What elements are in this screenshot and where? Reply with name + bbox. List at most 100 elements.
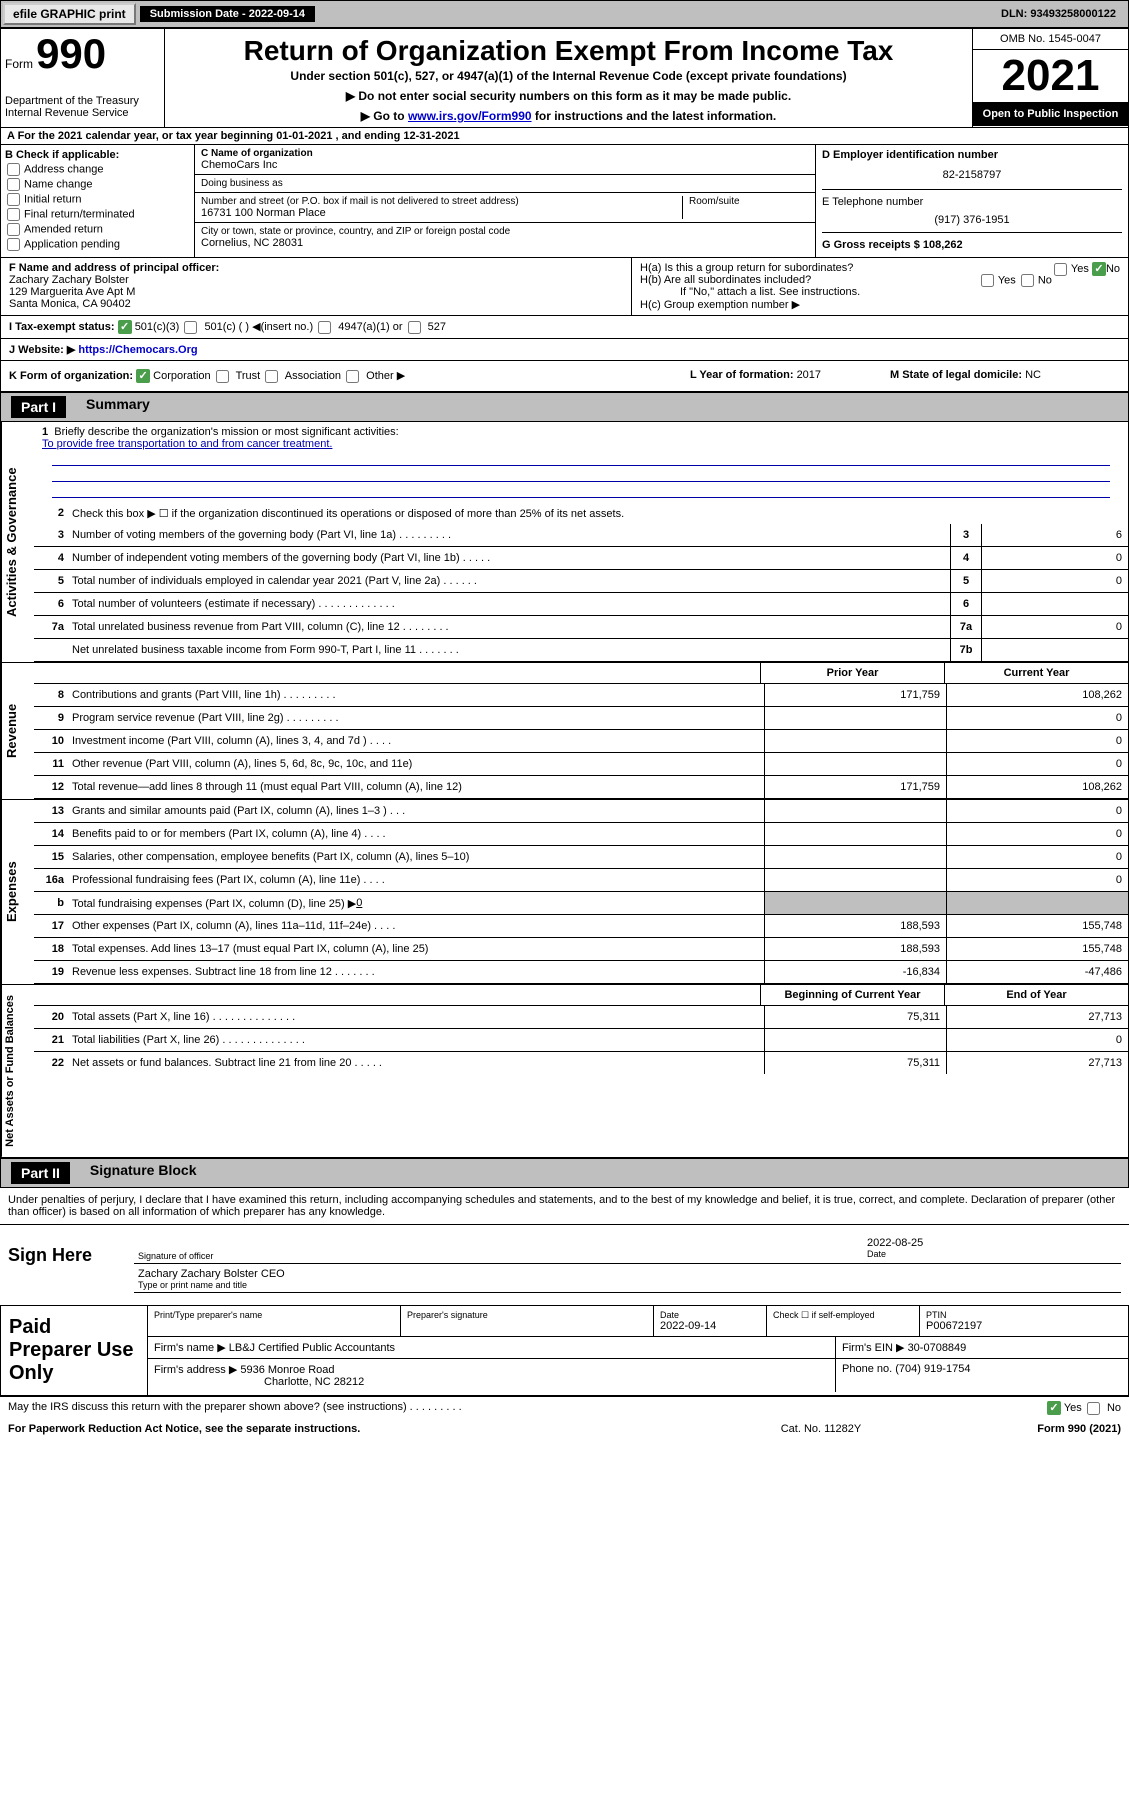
officer-name: Zachary Zachary Bolster: [9, 274, 623, 286]
hb-yes[interactable]: [981, 274, 994, 287]
line1-desc: Briefly describe the organization's miss…: [54, 426, 398, 438]
cb-addr-change[interactable]: Address change: [5, 163, 190, 176]
part1-title: Summary: [66, 396, 150, 418]
side-revenue: Revenue: [1, 663, 34, 799]
revenue-section: Revenue Prior YearCurrent Year 8Contribu…: [0, 663, 1129, 800]
dln: DLN: 93493258000122: [1001, 8, 1126, 20]
line12-desc: Total revenue—add lines 8 through 11 (mu…: [68, 776, 764, 798]
line17-desc: Other expenses (Part IX, column (A), lin…: [68, 915, 764, 937]
line16b-desc: Total fundraising expenses (Part IX, col…: [68, 892, 764, 914]
part2-badge: Part II: [11, 1162, 70, 1184]
header-title-block: Return of Organization Exempt From Incom…: [165, 29, 972, 127]
city-cell: City or town, state or province, country…: [195, 223, 815, 252]
line9-desc: Program service revenue (Part VIII, line…: [68, 707, 764, 729]
line6-desc: Total number of volunteers (estimate if …: [68, 596, 950, 612]
line7b-val: [981, 639, 1128, 661]
ha-yes[interactable]: [1054, 263, 1067, 276]
discuss-yes-checked: ✓: [1047, 1401, 1061, 1415]
activities-section: Activities & Governance 1 Briefly descri…: [0, 422, 1129, 663]
line21-desc: Total liabilities (Part X, line 26) . . …: [68, 1029, 764, 1051]
line14-desc: Benefits paid to or for members (Part IX…: [68, 823, 764, 845]
row-a-tax-year: A For the 2021 calendar year, or tax yea…: [0, 128, 1129, 145]
mission-blank-2: [52, 466, 1110, 482]
other-cb[interactable]: [346, 370, 359, 383]
ptin: P00672197: [926, 1320, 1122, 1332]
paid-preparer-label: Paid Preparer Use Only: [1, 1306, 148, 1395]
form-prefix: Form: [5, 57, 33, 71]
perjury-text: Under penalties of perjury, I declare th…: [0, 1188, 1129, 1224]
line2-desc: Check this box ▶ ☐ if the organization d…: [68, 505, 1128, 522]
self-employed-check[interactable]: Check ☐ if self-employed: [773, 1310, 913, 1321]
line11-desc: Other revenue (Part VIII, column (A), li…: [68, 753, 764, 775]
line10-current: 0: [946, 730, 1128, 752]
website-link[interactable]: https://Chemocars.Org: [78, 344, 197, 356]
assoc-cb[interactable]: [265, 370, 278, 383]
line15-current: 0: [946, 846, 1128, 868]
begin-year-header: Beginning of Current Year: [760, 985, 944, 1006]
hb-question: H(b) Are all subordinates included? Yes …: [640, 274, 1120, 286]
efile-button[interactable]: efile GRAPHIC print: [3, 3, 136, 25]
firm-ein: 30-0708849: [908, 1342, 967, 1354]
discuss-row: May the IRS discuss this return with the…: [0, 1396, 1129, 1419]
cb-amended[interactable]: Amended return: [5, 223, 190, 236]
netassets-section: Net Assets or Fund Balances Beginning of…: [0, 985, 1129, 1158]
part2-title: Signature Block: [70, 1162, 197, 1184]
gross-receipts: G Gross receipts $ 108,262: [822, 232, 1122, 251]
firm-addr2: Charlotte, NC 28212: [154, 1376, 364, 1388]
cb-app-pending[interactable]: Application pending: [5, 238, 190, 251]
officer-addr1: 129 Marguerita Ave Apt M: [9, 286, 623, 298]
line19-prior: -16,834: [764, 961, 946, 983]
city-state-zip: Cornelius, NC 28031: [201, 237, 809, 249]
cb-name-change[interactable]: Name change: [5, 178, 190, 191]
hc-question: H(c) Group exemption number ▶: [640, 298, 1120, 311]
row-i: I Tax-exempt status: ✓ 501(c)(3) 501(c) …: [0, 316, 1129, 339]
sign-date: 2022-08-25: [867, 1237, 1117, 1249]
line13-current: 0: [946, 800, 1128, 822]
side-expenses: Expenses: [1, 800, 34, 984]
header-left: Form 990 Department of the Treasury Inte…: [1, 29, 165, 127]
cb-initial[interactable]: Initial return: [5, 193, 190, 206]
irs-label: Internal Revenue Service: [5, 107, 160, 119]
discuss-question: May the IRS discuss this return with the…: [8, 1401, 921, 1415]
telephone: (917) 376-1951: [822, 214, 1122, 226]
527-cb[interactable]: [408, 321, 421, 334]
line19-current: -47,486: [946, 961, 1128, 983]
officer-addr2: Santa Monica, CA 90402: [9, 298, 623, 310]
line10-desc: Investment income (Part VIII, column (A)…: [68, 730, 764, 752]
part1-header: Part I Summary: [0, 392, 1129, 422]
line13-desc: Grants and similar amounts paid (Part IX…: [68, 800, 764, 822]
side-activities: Activities & Governance: [1, 422, 34, 662]
501c-cb[interactable]: [184, 321, 197, 334]
paperwork-notice: For Paperwork Reduction Act Notice, see …: [8, 1423, 721, 1435]
org-name-cell: C Name of organization ChemoCars Inc: [195, 145, 815, 175]
line22-end: 27,713: [946, 1052, 1128, 1074]
form-header: Form 990 Department of the Treasury Inte…: [0, 28, 1129, 128]
irs-link[interactable]: www.irs.gov/Form990: [408, 109, 532, 123]
org-name: ChemoCars Inc: [201, 159, 809, 171]
firm-addr1: 5936 Monroe Road: [240, 1364, 334, 1376]
line7a-desc: Total unrelated business revenue from Pa…: [68, 619, 950, 635]
501c3-checked: ✓: [118, 320, 132, 334]
officer-sign-name: Zachary Zachary Bolster CEO: [138, 1268, 1117, 1280]
line4-val: 0: [981, 547, 1128, 569]
line17-current: 155,748: [946, 915, 1128, 937]
line18-desc: Total expenses. Add lines 13–17 (must eq…: [68, 938, 764, 960]
m-state-domicile: M State of legal domicile: NC: [890, 369, 1120, 383]
trust-cb[interactable]: [216, 370, 229, 383]
line7a-val: 0: [981, 616, 1128, 638]
footer-last: For Paperwork Reduction Act Notice, see …: [0, 1419, 1129, 1439]
cb-final[interactable]: Final return/terminated: [5, 208, 190, 221]
line12-prior: 171,759: [764, 776, 946, 798]
dept-treasury: Department of the Treasury: [5, 95, 160, 107]
discuss-no[interactable]: [1087, 1402, 1100, 1415]
line8-current: 108,262: [946, 684, 1128, 706]
mission-blank-1: [52, 450, 1110, 466]
row-j-website: J Website: ▶ https://Chemocars.Org: [0, 339, 1129, 361]
line20-begin: 75,311: [764, 1006, 946, 1028]
corp-checked: ✓: [136, 369, 150, 383]
top-bar: efile GRAPHIC print Submission Date - 20…: [0, 0, 1129, 28]
telephone-label: E Telephone number: [822, 189, 1122, 208]
4947-cb[interactable]: [318, 321, 331, 334]
prep-date: 2022-09-14: [660, 1320, 760, 1332]
hb-no[interactable]: [1021, 274, 1034, 287]
